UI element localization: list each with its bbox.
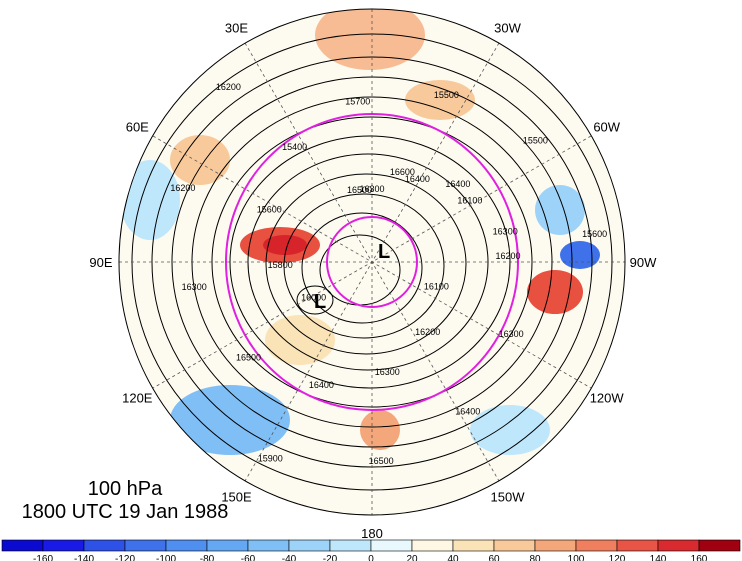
colorbar-swatch xyxy=(247,539,290,552)
colorbar-swatch xyxy=(124,539,167,552)
colorbar-swatch xyxy=(42,539,85,552)
colorbar-tick-label: -100 xyxy=(156,554,176,561)
longitude-label: 120E xyxy=(122,391,153,406)
low-center-marker: L xyxy=(378,241,390,263)
contour-value-label: 16200 xyxy=(495,251,520,261)
longitude-label: 120W xyxy=(590,391,625,406)
colorbar-swatch xyxy=(206,539,249,552)
longitude-label: 90W xyxy=(630,255,657,270)
contour-value-label: 16400 xyxy=(405,174,430,184)
colorbar-tick-label: 20 xyxy=(406,554,418,561)
colorbar: -160 -140 -120 -100 -80 -60 -40 -20 0 20 40 60 80 100… xyxy=(1,539,741,561)
contour-labels: 16300 16400 16100 16200 16300 16400 16500 15900… xyxy=(170,82,607,466)
contour-value-label: 16200 xyxy=(216,82,241,92)
contour-value-label: 16200 xyxy=(170,183,195,193)
colorbar-swatch xyxy=(1,539,44,552)
contour-value-label: 15500 xyxy=(523,135,548,145)
colorbar-swatch xyxy=(493,539,536,552)
contour-value-label: 15700 xyxy=(345,97,370,107)
colorbar-tick-label: 160 xyxy=(691,554,708,561)
colorbar-swatch xyxy=(329,539,372,552)
colorbar-tick-label: -80 xyxy=(200,554,215,561)
anomaly-shading xyxy=(120,9,600,455)
colorbar-swatch xyxy=(83,539,126,552)
contour-value-label: 16400 xyxy=(445,179,470,189)
contour-value-label: 15800 xyxy=(268,260,293,270)
colorbar-swatch xyxy=(411,539,454,552)
latitude-circle-inner xyxy=(326,216,418,308)
meridian-lines xyxy=(119,9,625,515)
colorbar-tick-label: 0 xyxy=(368,554,374,561)
colorbar-tick-label: -60 xyxy=(241,554,256,561)
contour-value-label: 16400 xyxy=(455,406,480,416)
longitude-label: 90E xyxy=(89,255,112,270)
colorbar-tick-label: 120 xyxy=(609,554,626,561)
contour-value-label: 16200 xyxy=(415,327,440,337)
contour-value-label: 16500 xyxy=(369,456,394,466)
longitude-label: 150W xyxy=(491,490,526,505)
longitude-label: 30W xyxy=(494,20,521,35)
colorbar-swatch xyxy=(657,539,700,552)
colorbar-swatch xyxy=(370,539,413,552)
colorbar-swatch xyxy=(534,539,577,552)
longitude-label: 60W xyxy=(593,120,620,135)
colorbar-tick-label: -160 xyxy=(33,554,53,561)
colorbar-tick-label: 60 xyxy=(488,554,500,561)
contour-value-label: 16100 xyxy=(424,282,449,292)
contour-value-label: 16300 xyxy=(499,329,524,339)
colorbar-swatch xyxy=(165,539,208,552)
contour-value-label: 16300 xyxy=(375,367,400,377)
colorbar-tick-label: 40 xyxy=(447,554,459,561)
longitude-label: 150E xyxy=(221,490,252,505)
longitude-label: 60E xyxy=(126,120,149,135)
colorbar-tick-label: 100 xyxy=(568,554,585,561)
colorbar-tick-label: -40 xyxy=(282,554,297,561)
colorbar-tick-label: 80 xyxy=(529,554,541,561)
contour-value-label: 15500 xyxy=(434,90,459,100)
colorbar-tick-label: 140 xyxy=(650,554,667,561)
colorbar-swatch xyxy=(575,539,618,552)
contour-value-label: 15600 xyxy=(582,229,607,239)
colorbar-swatch xyxy=(288,539,331,552)
contour-value-label: 16500 xyxy=(236,353,261,363)
colorbar-swatch xyxy=(698,539,741,552)
longitude-label: 180 xyxy=(361,526,383,541)
colorbar-tick-label: -140 xyxy=(74,554,94,561)
contour-value-label: 15600 xyxy=(257,205,282,215)
colorbar-tick-label: -120 xyxy=(115,554,135,561)
colorbar-swatch xyxy=(616,539,659,552)
contour-value-label: 16600 xyxy=(390,167,415,177)
low-center-marker: L xyxy=(314,291,326,313)
contour-value-label: 15400 xyxy=(282,142,307,152)
contour-value-label: 16100 xyxy=(457,196,482,206)
map-border xyxy=(118,8,626,516)
contour-value-label: 16300 xyxy=(493,227,518,237)
contour-value-label: 16000 xyxy=(301,293,326,303)
contour-value-label: 16300 xyxy=(182,282,207,292)
pressure-level-title: 100 hPa xyxy=(87,478,163,500)
longitude-label: 30E xyxy=(225,20,248,35)
colorbar-swatch xyxy=(452,539,495,552)
colorbar-tick-label: -20 xyxy=(323,554,338,561)
contour-value-label: 16500 xyxy=(347,185,372,195)
datetime-title: 1800 UTC 19 Jan 1988 xyxy=(21,501,229,523)
contour-value-label: 15900 xyxy=(258,454,283,464)
contour-value-label: 16300 xyxy=(359,184,384,194)
contour-value-label: 16400 xyxy=(309,380,334,390)
